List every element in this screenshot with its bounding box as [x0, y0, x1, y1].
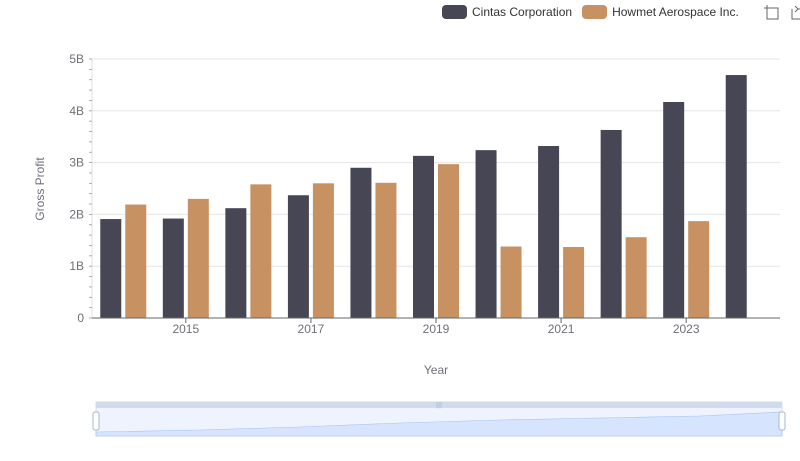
bar-cintas-2016[interactable] — [225, 208, 247, 318]
x-tick-label: 2023 — [673, 322, 700, 336]
bar-cintas-2022[interactable] — [600, 129, 622, 318]
data-zoom-grip-icon[interactable]: ||| — [436, 402, 442, 409]
legend-label: Howmet Aerospace Inc. — [612, 5, 739, 19]
bar-howmet-2014[interactable] — [125, 204, 147, 318]
toolbox — [753, 4, 800, 20]
bar-cintas-2019[interactable] — [413, 155, 434, 318]
bar-cintas-2018[interactable] — [350, 167, 372, 318]
y-tick-label: 4B — [69, 104, 84, 118]
restore-icon[interactable] — [789, 4, 800, 20]
y-tick-label: 2B — [69, 207, 84, 221]
bar-howmet-2019[interactable] — [438, 164, 459, 318]
bar-howmet-2015[interactable] — [187, 198, 209, 318]
legend-item-howmet[interactable]: Howmet Aerospace Inc. — [582, 5, 739, 19]
bar-howmet-2016[interactable] — [250, 184, 272, 318]
y-tick-label: 5B — [69, 52, 84, 66]
bar-cintas-2014[interactable] — [100, 219, 122, 318]
bars — [100, 75, 747, 318]
bar-howmet-2023[interactable] — [688, 221, 710, 318]
bar-cintas-2021[interactable] — [538, 146, 560, 318]
zoom-icon[interactable] — [763, 4, 779, 20]
y-tick-label: 1B — [69, 259, 84, 273]
x-axis-tick-labels: 2015 2017 2019 2021 2023 — [172, 318, 700, 336]
bar-cintas-2024[interactable] — [725, 75, 747, 318]
y-tick-label: 3B — [69, 156, 84, 170]
data-zoom-slider[interactable]: ||| — [92, 401, 786, 437]
bar-howmet-2020[interactable] — [500, 246, 522, 318]
legend-swatch — [582, 5, 608, 19]
legend-swatch — [442, 5, 467, 19]
bar-howmet-2022[interactable] — [625, 237, 647, 318]
x-tick-label: 2015 — [172, 322, 199, 336]
y-axis-minor-ticks — [89, 58, 93, 319]
data-zoom-right-handle[interactable] — [778, 411, 786, 431]
x-axis-title: Year — [424, 363, 448, 377]
y-axis-title: Gross Profit — [33, 157, 47, 221]
bar-cintas-2023[interactable] — [663, 101, 685, 318]
legend-label: Cintas Corporation — [472, 5, 573, 19]
y-tick-label: 0 — [77, 311, 84, 325]
x-tick-label: 2021 — [548, 322, 575, 336]
data-zoom-preview-area — [95, 411, 783, 437]
legend: Cintas Corporation Howmet Aerospace Inc. — [442, 4, 800, 20]
bar-cintas-2020[interactable] — [475, 150, 497, 318]
data-zoom-left-handle[interactable] — [92, 411, 100, 431]
x-tick-label: 2019 — [423, 322, 450, 336]
bar-howmet-2018[interactable] — [375, 182, 397, 318]
x-tick-label: 2017 — [298, 322, 325, 336]
y-axis-tick-labels: 0 1B 2B 3B 4B 5B — [69, 52, 84, 325]
bar-cintas-2017[interactable] — [287, 195, 309, 318]
legend-item-cintas[interactable]: Cintas Corporation — [442, 5, 572, 19]
bar-cintas-2015[interactable] — [162, 218, 184, 318]
bar-howmet-2021[interactable] — [563, 247, 585, 318]
bar-howmet-2017[interactable] — [312, 183, 334, 318]
data-zoom-handle-bar[interactable] — [96, 402, 782, 408]
